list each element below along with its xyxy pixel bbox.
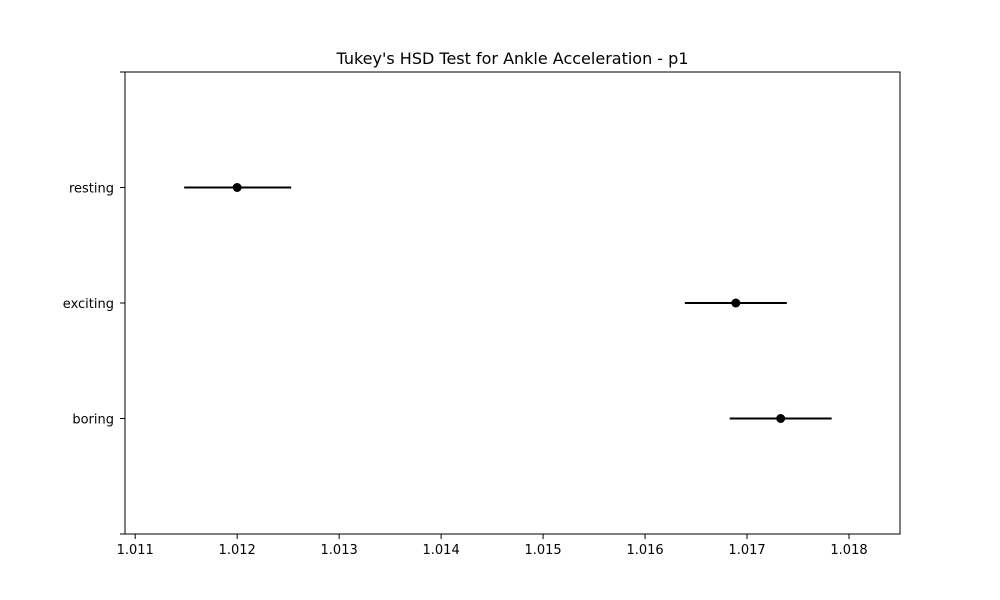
mean-point-resting [232, 183, 242, 192]
chart-title: Tukey's HSD Test for Ankle Acceleration … [335, 49, 688, 68]
x-tick-label: 1.018 [830, 543, 867, 558]
x-tick-label: 1.016 [626, 543, 663, 558]
y-tick-label: resting [69, 182, 114, 197]
x-tick-label: 1.013 [321, 543, 358, 558]
x-tick-label: 1.012 [219, 543, 256, 558]
y-tick-label: boring [72, 413, 114, 428]
x-tick-label: 1.015 [524, 543, 561, 558]
x-axis: 1.011 1.012 1.013 1.014 1.015 1.016 1.017 1.018 [117, 534, 868, 558]
x-tick-label: 1.017 [728, 543, 765, 558]
x-tick-label: 1.014 [423, 543, 460, 558]
mean-point-boring [776, 414, 786, 423]
mean-point-exciting [731, 298, 741, 308]
y-axis: resting exciting boring [63, 71, 125, 535]
x-tick-label: 1.011 [117, 543, 154, 558]
plot-area [184, 183, 832, 423]
y-tick-label: exciting [63, 297, 114, 312]
